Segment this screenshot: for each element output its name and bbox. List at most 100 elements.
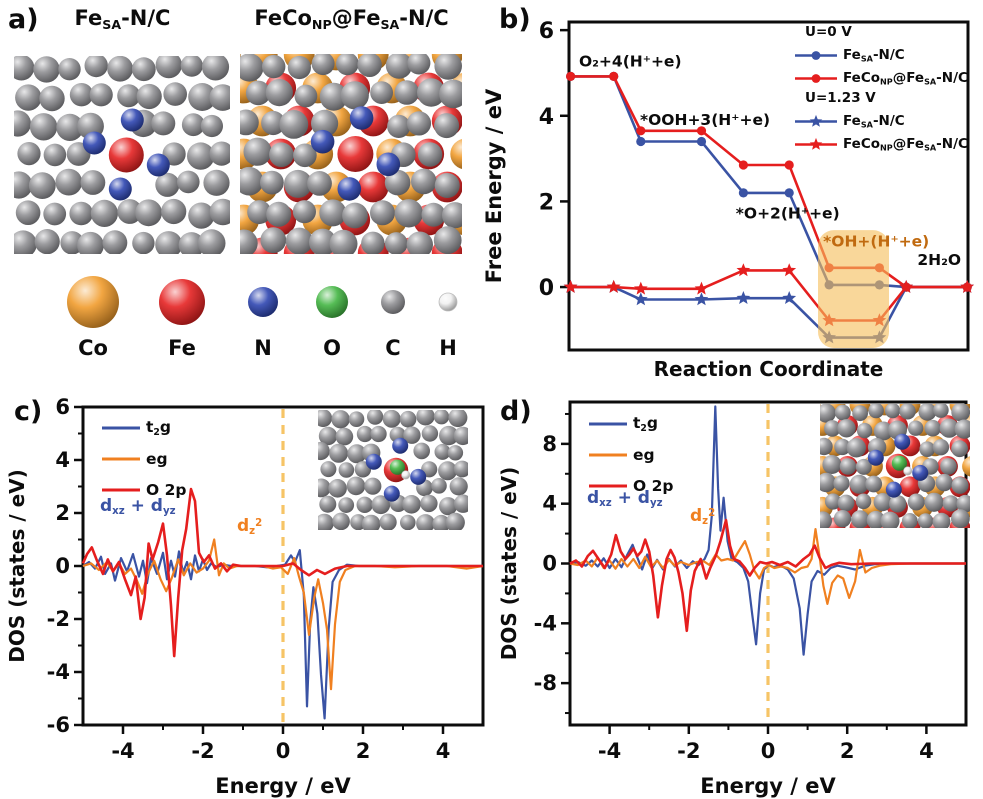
svg-text:4: 4 — [436, 739, 451, 763]
dos-chart-fesa: -4 -2 0 2 4 -6 -4 -2 0 2 4 6 DOS (states / eV) Energy… — [5, 395, 485, 798]
svg-text:0: 0 — [542, 552, 557, 576]
legend-item: O 2p — [587, 470, 673, 501]
svg-text:4: 4 — [542, 492, 557, 516]
svg-text:DOS (states / eV): DOS (states / eV) — [5, 469, 29, 663]
inset-structure-feconp-oh — [820, 404, 970, 528]
line-sample-icon — [589, 484, 627, 487]
atom-sphere-fe — [159, 279, 205, 325]
legend-item: FeSA-N/C — [793, 44, 973, 67]
legend-item-label: FeSA-N/C — [843, 113, 905, 130]
svg-text:2: 2 — [356, 739, 371, 763]
svg-text:-4: -4 — [47, 660, 70, 684]
atom-label-h: H — [439, 336, 457, 360]
atom-sphere-h — [438, 292, 458, 312]
svg-text:2H₂O: 2H₂O — [917, 251, 961, 269]
legend-item: t2g — [100, 412, 186, 443]
svg-text:Energy / eV: Energy / eV — [215, 774, 351, 798]
svg-text:-8: -8 — [534, 671, 557, 695]
svg-text:-2: -2 — [47, 607, 70, 631]
panel-b: b) 0 2 4 6 Free Energy / eV Reaction Coordina… — [455, 0, 983, 390]
star-marker-icon — [795, 137, 837, 150]
star-marker-icon — [795, 114, 837, 127]
line-sample-icon — [102, 457, 140, 460]
panel-b-label: b) — [499, 4, 531, 35]
legend-item-label: eg — [146, 449, 168, 468]
legend-group-title: U=1.23 V — [805, 90, 876, 106]
legend-item-label: t2g — [146, 417, 172, 438]
legend-item: t2g — [587, 408, 673, 439]
atom-label-n: N — [254, 336, 272, 360]
svg-text:-6: -6 — [47, 713, 70, 737]
svg-text:4: 4 — [55, 448, 70, 472]
svg-text:2: 2 — [840, 739, 855, 763]
svg-text:8: 8 — [542, 432, 557, 456]
line-sample-icon — [589, 422, 627, 425]
panel-c: c) -4 -2 0 2 4 -6 -4 -2 0 2 4 6 DOS (states / eV) Ene… — [0, 390, 492, 799]
panel-d: d) -4 -2 0 2 4 -8 -4 0 4 8 DOS (states / eV) Energy… — [492, 390, 983, 799]
atom-label-o: O — [323, 336, 341, 360]
inset-structure-fesa-oh — [318, 410, 468, 530]
dos-legend-fesa: t2g eg O 2p — [100, 412, 186, 505]
legend-item-label: O 2p — [146, 480, 187, 499]
legend-item: FeCoNP@FeSA-N/C — [793, 133, 973, 156]
svg-text:*OH+(H⁺+e): *OH+(H⁺+e) — [823, 232, 929, 250]
atom-sphere-c — [381, 290, 405, 314]
circle-marker-icon — [795, 51, 837, 60]
svg-text:*O+2(H⁺+e): *O+2(H⁺+e) — [736, 205, 840, 223]
legend-item: eg — [587, 439, 673, 470]
annotation-dxz-dyz: dxz + dyz — [100, 496, 176, 518]
line-sample-icon — [589, 453, 627, 456]
svg-text:0: 0 — [761, 739, 776, 763]
svg-text:0: 0 — [55, 554, 70, 578]
panel-a: a) FeSA-N/C FeCoNP@FeSA-N/C Co Fe N O C H — [0, 0, 470, 390]
svg-text:O₂+4(H⁺+e): O₂+4(H⁺+e) — [579, 53, 682, 71]
legend-item-label: O 2p — [633, 476, 674, 495]
svg-text:-4: -4 — [534, 611, 557, 635]
legend-item-label: FeSA-N/C — [843, 47, 905, 64]
panel-a-label: a) — [8, 4, 39, 35]
line-sample-icon — [102, 426, 140, 429]
panel-d-label: d) — [500, 396, 532, 427]
legend-item-label: t2g — [633, 413, 659, 434]
atom-sphere-co — [67, 276, 119, 328]
free-energy-chart: 0 2 4 6 Free Energy / eV Reaction Coordinate O… — [482, 19, 974, 381]
structure-title-feconp: FeCoNP@FeSA-N/C — [254, 6, 449, 32]
circle-marker-icon — [795, 74, 837, 83]
legend-item-label: FeCoNP@FeSA-N/C — [843, 136, 968, 153]
structure-title-fesa: FeSA-N/C — [74, 6, 171, 32]
annotation-dz2: dz2 — [690, 506, 716, 528]
legend-item: FeCoNP@FeSA-N/C — [793, 67, 973, 90]
line-sample-icon — [102, 488, 140, 491]
dos-chart-feconp: -4 -2 0 2 4 -8 -4 0 4 8 DOS (states / eV) Energy / … — [497, 400, 968, 798]
legend-item: FeSA-N/C — [793, 110, 973, 133]
svg-text:6: 6 — [539, 19, 554, 44]
free-energy-legend: U=0 V FeSA-N/C FeCoNP@FeSA-N/C U=1.23 V FeSA… — [793, 24, 973, 156]
panel-c-label: c) — [14, 396, 43, 427]
structure-model-fesa — [14, 56, 230, 254]
svg-text:Reaction Coordinate: Reaction Coordinate — [654, 357, 884, 381]
svg-text:DOS (states / eV): DOS (states / eV) — [497, 467, 521, 661]
structure-model-feconp — [240, 54, 462, 254]
svg-text:2: 2 — [539, 190, 554, 215]
annotation-dxz-dyz: dxz + dyz — [587, 488, 663, 510]
legend-item-label: FeCoNP@FeSA-N/C — [843, 70, 968, 87]
legend-group-title: U=0 V — [805, 24, 852, 40]
svg-text:6: 6 — [55, 395, 70, 419]
svg-text:Energy / eV: Energy / eV — [700, 774, 836, 798]
atom-label-c: C — [385, 336, 400, 360]
atom-label-co: Co — [78, 336, 108, 360]
legend-item-label: eg — [633, 445, 655, 464]
svg-text:-2: -2 — [191, 739, 214, 763]
legend-item: O 2p — [100, 474, 186, 505]
atom-sphere-n — [248, 287, 278, 317]
svg-text:0: 0 — [276, 739, 291, 763]
dos-legend-feconp: t2g eg O 2p — [587, 408, 673, 501]
annotation-dz2: dz2 — [237, 516, 263, 538]
atom-label-fe: Fe — [168, 336, 196, 360]
svg-text:2: 2 — [55, 501, 70, 525]
svg-text:-4: -4 — [598, 739, 621, 763]
svg-text:Free Energy / eV: Free Energy / eV — [482, 88, 506, 283]
svg-text:-2: -2 — [677, 739, 700, 763]
svg-text:4: 4 — [539, 105, 554, 130]
